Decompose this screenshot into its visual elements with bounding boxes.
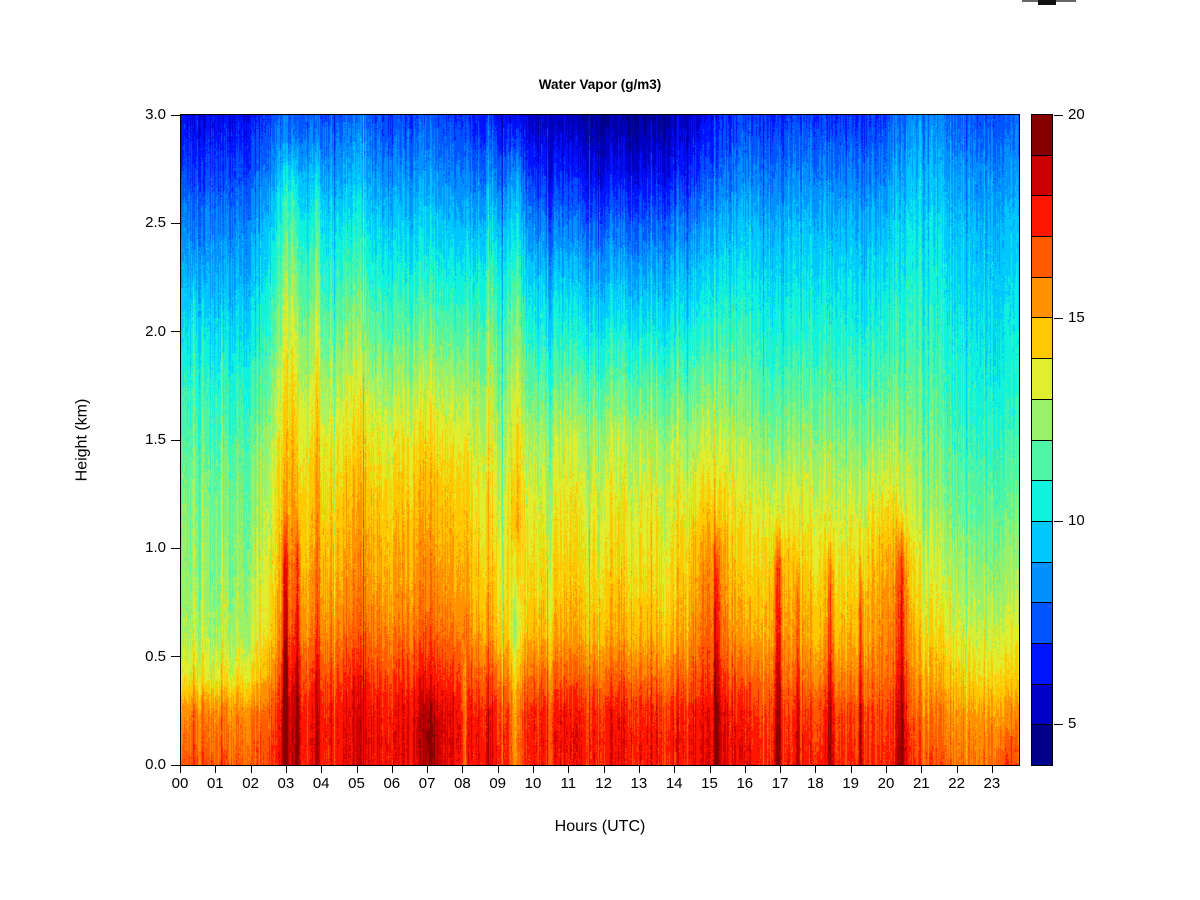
x-tick-label: 20 (877, 775, 895, 792)
y-tick-label: 2.0 (145, 322, 166, 340)
colorbar-cell (1032, 520, 1052, 562)
x-tick-mark (285, 766, 287, 773)
x-tick-label: 22 (948, 775, 965, 792)
x-tick-label: 21 (912, 775, 930, 792)
colorbar-cell (1032, 398, 1052, 440)
x-tick-mark (921, 766, 923, 773)
x-tick-mark (850, 766, 852, 773)
colorbar (1031, 114, 1053, 766)
colorbar-cell (1032, 480, 1052, 521)
y-tick-label: 2.5 (145, 214, 166, 232)
y-tick-mark (171, 656, 180, 658)
colorbar-cell (1032, 115, 1052, 155)
y-tick-label: 3.0 (145, 106, 166, 123)
y-tick-label: 0.0 (145, 756, 166, 773)
heatmap-plot (180, 114, 1020, 766)
colorbar-cell (1032, 276, 1052, 318)
x-tick-label: 13 (630, 775, 648, 792)
colorbar-tick-label: 20 (1068, 106, 1085, 123)
colorbar-cell (1032, 195, 1052, 237)
x-tick-label: 14 (665, 775, 683, 792)
colorbar-cell (1032, 602, 1052, 643)
x-tick-mark (497, 766, 499, 773)
y-tick-mark (171, 222, 180, 224)
x-tick-mark (638, 766, 640, 773)
x-tick-mark (815, 766, 817, 773)
chart-title: Water Vapor (g/m3) (538, 77, 662, 92)
x-tick-label: 03 (277, 775, 295, 792)
colorbar-tick-mark (1054, 723, 1063, 725)
x-tick-mark (391, 766, 393, 773)
x-tick-mark (744, 766, 746, 773)
x-tick-label: 10 (524, 775, 542, 792)
y-tick-label: 1.0 (145, 539, 166, 557)
x-tick-label: 01 (206, 775, 224, 792)
colorbar-cell (1032, 561, 1052, 603)
x-tick-label: 18 (807, 775, 824, 792)
colorbar-cell (1032, 236, 1052, 277)
x-tick-label: 00 (171, 775, 189, 792)
x-tick-label: 23 (983, 775, 1001, 792)
x-tick-mark (956, 766, 958, 773)
x-tick-mark (250, 766, 252, 773)
x-tick-mark (427, 766, 429, 773)
x-tick-mark (180, 766, 181, 773)
x-tick-mark (674, 766, 676, 773)
colorbar-tick-label: 10 (1068, 512, 1085, 530)
y-axis-label: Height (km) (64, 240, 100, 640)
colorbar-tick-label: 15 (1068, 309, 1085, 327)
x-tick-mark (568, 766, 570, 773)
x-axis-label: Hours (UTC) (554, 818, 646, 835)
colorbar-cell (1032, 724, 1052, 765)
y-tick-mark (171, 114, 180, 116)
y-tick-label: 1.5 (145, 431, 166, 448)
x-tick-label: 09 (489, 775, 507, 792)
x-tick-label: 15 (701, 775, 718, 792)
x-tick-label: 08 (454, 775, 471, 792)
screen-artifact-square (1038, 0, 1056, 5)
y-tick-label: 0.5 (145, 647, 166, 665)
y-axis-label-text: Height (km) (73, 398, 90, 482)
x-tick-label: 02 (242, 775, 259, 792)
colorbar-cell (1032, 683, 1052, 725)
x-tick-label: 06 (383, 775, 401, 792)
x-tick-mark (215, 766, 217, 773)
x-tick-mark (356, 766, 358, 773)
x-tick-label: 16 (736, 775, 754, 792)
colorbar-tick-mark (1054, 520, 1063, 522)
colorbar-cell (1032, 317, 1052, 359)
colorbar-tick-mark (1054, 317, 1063, 319)
colorbar-cell (1032, 642, 1052, 684)
colorbar-tick-label: 5 (1068, 715, 1077, 733)
colorbar-tick-mark (1054, 114, 1063, 116)
x-tick-mark (533, 766, 534, 773)
y-tick-mark (171, 331, 180, 333)
colorbar-cell (1032, 154, 1052, 196)
colorbar-cell (1032, 358, 1052, 399)
x-tick-mark (709, 766, 711, 773)
x-tick-label: 05 (348, 775, 365, 792)
x-tick-label: 19 (842, 775, 860, 792)
x-tick-label: 17 (771, 775, 789, 792)
x-tick-mark (886, 766, 887, 773)
y-tick-mark (171, 764, 180, 766)
x-tick-mark (603, 766, 605, 773)
x-tick-mark (321, 766, 323, 773)
x-tick-label: 11 (560, 775, 577, 792)
y-tick-mark (171, 547, 180, 549)
y-tick-mark (171, 439, 180, 441)
x-tick-mark (991, 766, 993, 773)
x-tick-label: 07 (418, 775, 436, 792)
x-tick-mark (780, 766, 782, 773)
colorbar-cell (1032, 439, 1052, 481)
x-tick-label: 12 (595, 775, 612, 792)
x-tick-label: 04 (312, 775, 330, 792)
x-tick-mark (462, 766, 464, 773)
